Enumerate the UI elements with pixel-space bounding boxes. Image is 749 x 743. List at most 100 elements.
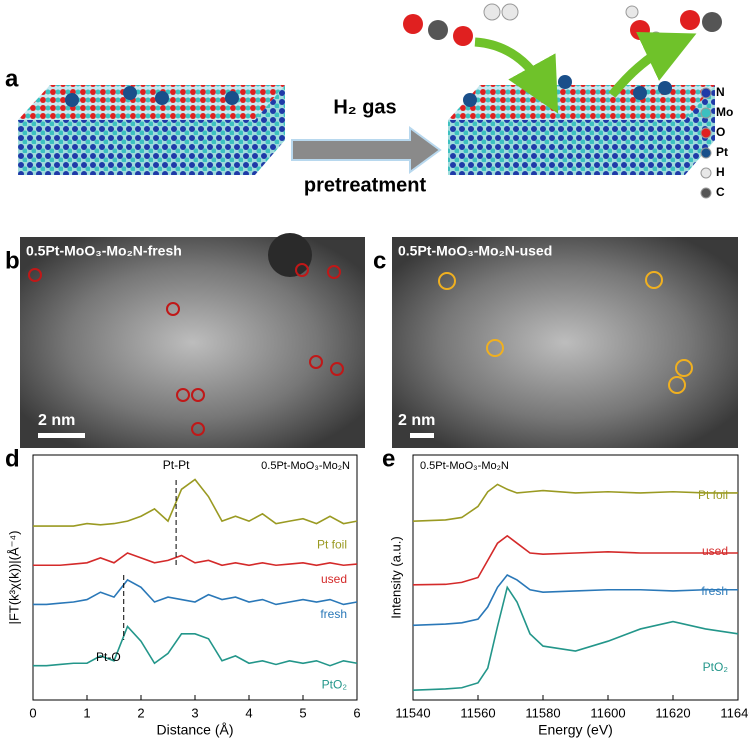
spectrum-line <box>412 534 738 586</box>
arrow-label: pretreatment <box>304 174 427 196</box>
slab-top <box>448 85 715 120</box>
pt-atom <box>463 93 477 107</box>
panel-c: c 0.5Pt-MoO₃-Mo₂N-used 2 nm <box>373 237 738 448</box>
spectrum-line <box>33 478 358 527</box>
legend-swatch <box>700 87 712 99</box>
slab-top <box>18 85 285 120</box>
x-tick-label: 11620 <box>655 705 690 720</box>
pt-markers <box>438 271 693 394</box>
atom-h <box>625 5 639 19</box>
desorb-arrow <box>608 32 697 98</box>
x-tick-label: 11560 <box>460 705 495 720</box>
slab-left <box>18 85 285 175</box>
pt-atom <box>123 86 137 100</box>
scale-bar <box>410 433 434 438</box>
scale-label: 2 nm <box>38 412 75 429</box>
x-tick-label: 6 <box>353 705 360 720</box>
spectrum-line <box>33 625 358 667</box>
atom-c <box>428 20 448 40</box>
legend-swatch <box>700 167 712 179</box>
image-label: 0.5Pt-MoO₃-Mo₂N-used <box>398 243 552 259</box>
slab-front <box>448 120 685 175</box>
slab-right <box>448 75 715 175</box>
legend-label: H <box>716 165 725 179</box>
pt-atom <box>225 91 239 105</box>
spectrum-line <box>33 578 358 606</box>
x-tick-label: 11640 <box>720 705 749 720</box>
x-axis-label: Distance (Å) <box>156 722 233 738</box>
y-axis-label: |FT(k³χ(k))|(Å⁻⁴) <box>6 531 21 625</box>
panel-letter: d <box>5 445 20 472</box>
pt-atom <box>633 86 647 100</box>
spectrum-line <box>412 585 739 691</box>
series-label: fresh <box>701 584 728 598</box>
panel-letter: c <box>373 247 386 274</box>
pt-atom <box>65 93 79 107</box>
slab-side <box>255 85 285 175</box>
slab-front <box>18 120 255 175</box>
pt-atom <box>558 75 572 89</box>
stem-image <box>392 237 738 448</box>
pt-atom <box>658 81 672 95</box>
legend-swatch <box>700 147 712 159</box>
legend-label: O <box>716 125 725 139</box>
atom-o <box>630 20 650 40</box>
atom-h <box>501 3 519 21</box>
scale-bar <box>38 433 85 438</box>
x-tick-label: 0 <box>29 705 36 720</box>
series-label: fresh <box>320 607 347 621</box>
panel-a: a H₂ gas pretreatment N Mo O Pt HC <box>5 3 733 199</box>
x-tick-label: 11600 <box>590 705 625 720</box>
atom-o <box>453 26 473 46</box>
legend-swatch <box>700 187 712 199</box>
x-tick-label: 11580 <box>525 705 560 720</box>
annotation-label: Pt-Pt <box>163 458 190 472</box>
process-arrow <box>291 126 442 174</box>
slab-side <box>685 85 715 175</box>
series-label: PtO₂ <box>322 677 348 691</box>
atom-o <box>403 14 423 34</box>
legend-swatch <box>700 107 712 119</box>
series-label: PtO₂ <box>703 660 729 674</box>
atom-c <box>702 12 722 32</box>
x-tick-label: 2 <box>137 705 144 720</box>
atom-h <box>649 31 663 45</box>
series-label: used <box>321 572 347 586</box>
chart-label: 0.5Pt-MoO₃-Mo₂N <box>420 460 509 472</box>
panel-letter: a <box>5 65 19 92</box>
x-axis-label: Energy (eV) <box>538 722 613 738</box>
panel-letter: e <box>382 445 395 472</box>
pt-markers <box>28 263 344 436</box>
arrow-label: H₂ gas <box>333 96 396 118</box>
spectrum-line <box>412 574 738 627</box>
series-label: used <box>702 544 728 558</box>
atom-h <box>483 3 501 21</box>
y-axis-label: Intensity (a.u.) <box>388 536 403 618</box>
series-label: Pt foil <box>317 537 347 551</box>
atom-o <box>680 10 700 30</box>
x-tick-label: 1 <box>83 705 90 720</box>
legend-label: N <box>716 85 725 99</box>
legend-label: Pt <box>716 145 728 159</box>
x-tick-label: 4 <box>245 705 252 720</box>
molecules <box>403 3 722 114</box>
x-tick-label: 11540 <box>395 705 430 720</box>
image-label: 0.5Pt-MoO₃-Mo₂N-fresh <box>26 243 182 259</box>
legend-label: Mo <box>716 105 733 119</box>
adsorb-arrow <box>474 37 559 114</box>
atom-legend: N Mo O Pt HC <box>700 85 733 199</box>
x-tick-label: 5 <box>299 705 306 720</box>
legend-swatch <box>700 127 712 139</box>
plot-frame <box>412 454 739 701</box>
x-tick-label: 3 <box>191 705 198 720</box>
image-feature <box>268 233 312 277</box>
panel-b: b 0.5Pt-MoO₃-Mo₂N-fresh 2 nm <box>5 233 365 448</box>
spectrum-line <box>412 483 738 522</box>
spectrum-line <box>33 552 358 567</box>
series-label: Pt foil <box>698 488 728 502</box>
legend-label: C <box>716 185 725 199</box>
pt-atom <box>155 91 169 105</box>
annotation-label: Pt-O <box>96 650 121 664</box>
chart-label: 0.5Pt-MoO₃-Mo₂N <box>261 460 350 472</box>
